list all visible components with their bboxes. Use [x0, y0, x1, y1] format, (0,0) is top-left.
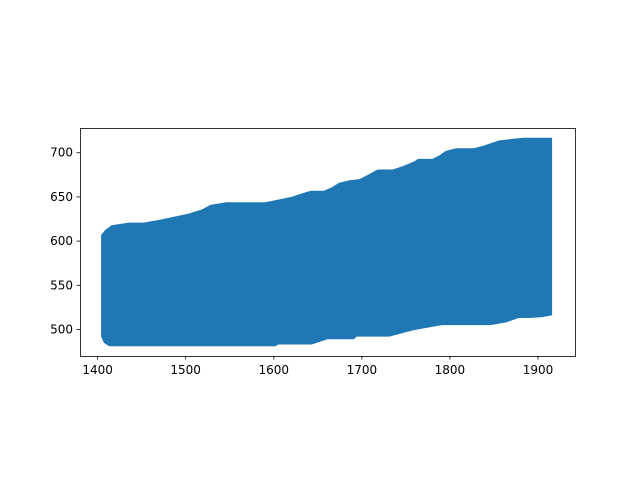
x-tick-label: 1500	[170, 363, 201, 377]
y-tick-label: 550	[50, 278, 73, 292]
y-axis: 500 550 600 650 700	[50, 146, 80, 336]
axes-frame	[80, 128, 576, 357]
plot-area	[101, 137, 553, 347]
x-tick-label: 1800	[435, 363, 466, 377]
y-tick-label: 700	[50, 146, 73, 160]
y-tick-label: 600	[50, 234, 73, 248]
x-tick-label: 1400	[82, 363, 113, 377]
x-axis: 1400 1500 1600 1700 1800 1900	[82, 356, 553, 377]
y-tick-label: 500	[50, 322, 73, 336]
area-polygon	[101, 137, 553, 347]
y-tick-label: 650	[50, 190, 73, 204]
x-tick-label: 1600	[258, 363, 289, 377]
x-tick-label: 1900	[523, 363, 554, 377]
x-tick-label: 1700	[347, 363, 378, 377]
